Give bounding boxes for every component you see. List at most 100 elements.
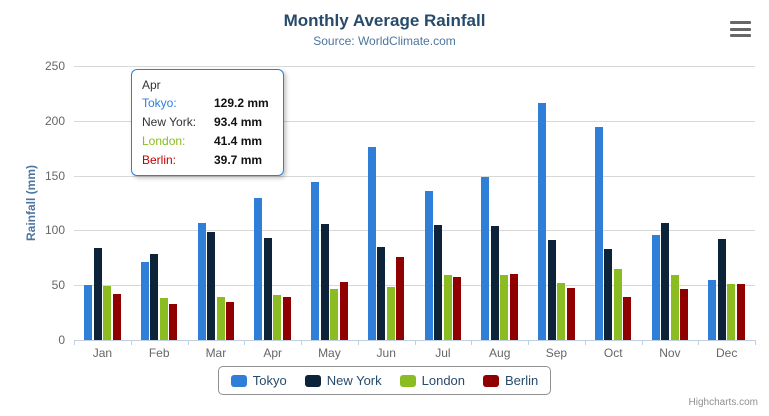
bar-london-jun[interactable]: [386, 287, 395, 340]
bar-london-sep[interactable]: [557, 282, 566, 340]
bar-new-york-mar[interactable]: [207, 232, 216, 340]
bar-new-york-jun[interactable]: [377, 247, 386, 340]
x-axis-label: Nov: [659, 346, 681, 360]
x-axis-label: Mar: [205, 346, 227, 360]
bar-tokyo-aug[interactable]: [481, 177, 490, 340]
export-menu-icon[interactable]: [730, 21, 751, 37]
bar-berlin-dec[interactable]: [736, 284, 745, 340]
tooltip-series-value: 39.7 mm: [214, 153, 263, 167]
bar-berlin-sep[interactable]: [566, 287, 575, 340]
gridline: [74, 175, 755, 177]
bar-new-york-nov[interactable]: [661, 223, 670, 340]
bar-new-york-sep[interactable]: [547, 240, 556, 340]
bar-berlin-feb[interactable]: [169, 303, 178, 340]
bar-london-nov[interactable]: [670, 275, 679, 340]
tooltip-series-label: London:: [142, 134, 186, 148]
x-axis-tick: [244, 340, 246, 345]
tooltip-series-label: Berlin:: [142, 153, 177, 167]
y-axis-label: 250: [44, 59, 65, 73]
x-axis-tick: [698, 340, 700, 345]
menu-bar: [730, 21, 751, 24]
credits-link[interactable]: Highcharts.com: [688, 397, 758, 408]
x-axis-tick: [641, 340, 643, 345]
bar-tokyo-jan[interactable]: [84, 285, 93, 340]
x-axis-label: Jan: [92, 346, 113, 360]
x-axis-tick: [187, 340, 189, 345]
bar-berlin-jan[interactable]: [112, 293, 121, 340]
bar-london-feb[interactable]: [159, 297, 168, 340]
legend-label: London: [421, 373, 466, 388]
y-axis-label: 50: [51, 278, 65, 293]
bar-berlin-aug[interactable]: [509, 273, 518, 340]
bar-berlin-nov[interactable]: [680, 288, 689, 340]
bar-berlin-jun[interactable]: [396, 257, 405, 340]
bar-tokyo-jul[interactable]: [424, 191, 433, 340]
bar-new-york-dec[interactable]: [717, 238, 726, 340]
x-axis-label: Jun: [376, 346, 396, 360]
bar-london-apr[interactable]: [273, 294, 282, 340]
bar-berlin-oct[interactable]: [623, 297, 632, 340]
bar-tokyo-jun[interactable]: [367, 147, 376, 340]
legend-item-new-york[interactable]: New York: [304, 373, 382, 388]
x-axis-tick: [471, 340, 473, 345]
bar-london-dec[interactable]: [727, 283, 736, 340]
bar-tokyo-nov[interactable]: [651, 235, 660, 340]
bar-berlin-may[interactable]: [339, 282, 348, 340]
legend-item-london[interactable]: London: [399, 373, 466, 388]
legend-label: Tokyo: [252, 373, 287, 388]
y-axis-label: 150: [44, 168, 65, 183]
x-axis-tick: [528, 340, 529, 345]
x-axis-label: Sep: [545, 346, 568, 360]
bar-berlin-apr[interactable]: [282, 296, 291, 340]
bar-new-york-feb[interactable]: [150, 253, 159, 340]
bar-london-jul[interactable]: [443, 275, 452, 340]
x-axis-label: Oct: [603, 346, 623, 360]
y-axis-label: 100: [44, 223, 65, 238]
x-axis-tick: [130, 340, 132, 345]
x-axis-tick: [301, 340, 302, 345]
bar-tokyo-dec[interactable]: [708, 280, 717, 340]
bar-tokyo-may[interactable]: [311, 182, 320, 340]
gridline: [74, 285, 755, 287]
x-axis-label: Aug: [489, 346, 511, 360]
bar-berlin-mar[interactable]: [226, 302, 235, 340]
bar-tokyo-oct[interactable]: [594, 127, 603, 340]
legend-item-berlin[interactable]: Berlin: [483, 373, 538, 388]
tooltip-series-label: Tokyo:: [142, 96, 177, 110]
chart-title: Monthly Average Rainfall: [283, 11, 486, 30]
x-axis-tick: [74, 340, 75, 345]
legend: Tokyo New York London Berlin: [217, 366, 552, 395]
bar-london-may[interactable]: [330, 288, 339, 340]
bar-berlin-jul[interactable]: [453, 277, 462, 340]
bar-london-oct[interactable]: [613, 268, 622, 340]
legend-swatch-icon: [483, 374, 500, 387]
bar-new-york-may[interactable]: [320, 223, 329, 340]
bar-tokyo-apr[interactable]: [254, 198, 263, 340]
bar-tokyo-mar[interactable]: [197, 223, 206, 340]
x-axis-tick: [584, 340, 586, 345]
bar-tokyo-feb[interactable]: [140, 261, 149, 340]
legend-item-tokyo[interactable]: Tokyo: [230, 373, 287, 388]
bar-new-york-aug[interactable]: [490, 225, 499, 340]
bar-london-jan[interactable]: [103, 286, 112, 340]
y-axis-label: 0: [58, 333, 65, 347]
tooltip-header: Apr: [142, 78, 161, 92]
bar-new-york-oct[interactable]: [604, 248, 613, 340]
x-axis-label: Apr: [263, 346, 283, 360]
legend-label: New York: [326, 373, 382, 388]
x-axis-tick: [755, 340, 756, 345]
bar-london-mar[interactable]: [216, 296, 225, 340]
bar-tokyo-sep[interactable]: [538, 102, 547, 340]
bar-new-york-jan[interactable]: [93, 248, 102, 340]
gridline: [74, 230, 755, 232]
x-axis-tick: [357, 340, 359, 345]
y-axis-label: 200: [44, 113, 65, 128]
bar-london-aug[interactable]: [500, 274, 509, 340]
legend-wrap: Tokyo New York London Berlin: [0, 366, 769, 395]
bar-new-york-jul[interactable]: [434, 224, 443, 340]
bar-new-york-apr[interactable]: [263, 237, 272, 340]
legend-swatch-icon: [304, 374, 321, 387]
gridline: [74, 66, 755, 67]
tooltip-series-value: 129.2 mm: [214, 96, 269, 110]
